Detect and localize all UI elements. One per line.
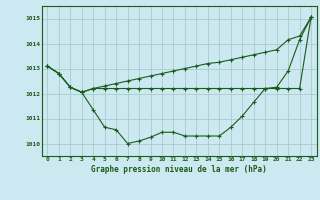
- X-axis label: Graphe pression niveau de la mer (hPa): Graphe pression niveau de la mer (hPa): [91, 165, 267, 174]
